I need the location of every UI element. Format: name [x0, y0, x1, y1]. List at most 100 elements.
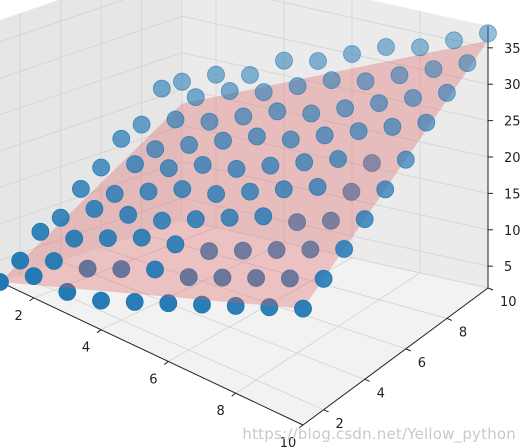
- data-point: [377, 38, 395, 56]
- z-grid-left: [0, 88, 183, 152]
- data-point: [254, 83, 273, 102]
- data-point: [213, 268, 232, 287]
- x-tick-mark: [231, 392, 236, 397]
- data-point: [335, 240, 354, 258]
- fitted-plane: [0, 40, 488, 309]
- z-grid-back: [270, 0, 489, 49]
- data-point: [295, 153, 314, 172]
- y-tick-mark: [364, 378, 370, 382]
- y-grid-floor: [181, 219, 489, 289]
- z-grid-left: [0, 15, 183, 79]
- x-grid-floor: [235, 272, 421, 394]
- data-point: [139, 182, 158, 201]
- data-point: [437, 83, 456, 102]
- x-tick-mark: [164, 361, 169, 365]
- data-point: [267, 241, 286, 259]
- x-axis-line: [0, 281, 304, 426]
- y-tick-label: 6: [418, 356, 426, 371]
- data-point: [294, 299, 312, 318]
- x-tick-label: 6: [149, 372, 157, 387]
- data-point: [220, 82, 239, 100]
- data-point: [207, 65, 225, 84]
- data-point: [342, 182, 361, 201]
- z-grid-left: [0, 125, 183, 188]
- data-point: [227, 159, 246, 178]
- data-point: [424, 60, 443, 78]
- data-point: [376, 180, 395, 199]
- data-point: [261, 156, 280, 175]
- data-point: [390, 66, 409, 85]
- data-point: [274, 180, 293, 199]
- data-point: [45, 252, 63, 270]
- tick-labels: 2 4 6 8 10 2 4 6 8 10 5 10 15 20 25 30 35: [15, 42, 521, 447]
- y-tick-mark: [446, 317, 453, 321]
- data-point: [417, 113, 436, 132]
- data-point: [166, 235, 185, 254]
- data-point: [329, 150, 348, 168]
- data-point: [92, 291, 110, 310]
- data-point: [458, 54, 477, 72]
- data-point: [254, 207, 273, 226]
- y-grid-floor: [60, 260, 365, 380]
- data-point: [370, 94, 388, 112]
- y-tick-label: 8: [459, 325, 467, 340]
- data-point: [356, 72, 375, 91]
- data-point: [281, 130, 300, 149]
- data-point: [315, 126, 334, 145]
- data-point: [132, 228, 151, 247]
- data-point: [362, 154, 381, 172]
- z-tick-label: 20: [504, 151, 521, 166]
- data-point: [322, 71, 341, 89]
- z-grid-back: [181, 88, 489, 158]
- data-point: [336, 99, 355, 118]
- data-point: [314, 269, 333, 288]
- y-tick-label: 2: [336, 417, 344, 432]
- data-point: [31, 222, 50, 241]
- data-point: [51, 208, 70, 227]
- z-tick-label: 35: [504, 42, 521, 57]
- x-tick-label: 4: [82, 341, 90, 356]
- data-point: [247, 127, 266, 146]
- data-point: [11, 251, 30, 270]
- data-point: [301, 240, 320, 259]
- y-tick-mark: [405, 348, 411, 352]
- data-layer: [0, 24, 497, 318]
- data-point: [193, 155, 212, 174]
- data-point: [112, 260, 131, 279]
- y-tick-mark: [323, 409, 329, 413]
- data-point: [159, 159, 178, 178]
- data-point: [126, 155, 144, 174]
- data-point: [99, 229, 117, 248]
- y-tick-label: 4: [377, 386, 385, 401]
- data-point: [288, 213, 307, 232]
- data-point: [275, 51, 293, 70]
- data-point: [309, 52, 327, 70]
- data-point: [78, 259, 97, 278]
- z-tick-label: 15: [504, 187, 521, 202]
- watermark: https://blog.csdn.net/Yellow_python: [242, 425, 516, 443]
- data-point: [112, 129, 131, 148]
- data-point: [132, 115, 151, 134]
- data-point: [0, 273, 9, 291]
- x-tick-mark: [29, 297, 34, 302]
- data-point: [85, 199, 104, 218]
- x-tick-label: 2: [15, 309, 23, 324]
- x-tick-mark: [96, 329, 102, 334]
- x-tick-label: 8: [217, 404, 225, 419]
- data-point: [383, 117, 402, 136]
- data-point: [24, 267, 43, 286]
- x-grid-floor: [100, 242, 285, 331]
- y-tick-mark: [487, 287, 494, 291]
- data-point: [166, 110, 185, 129]
- data-point: [302, 104, 321, 123]
- data-point: [280, 269, 299, 288]
- data-point: [226, 296, 245, 315]
- z-grid-left: [0, 52, 183, 115]
- data-point: [445, 31, 463, 50]
- data-point: [146, 260, 164, 279]
- data-point: [173, 180, 192, 199]
- left-pane: [0, 0, 182, 282]
- data-point: [159, 294, 178, 313]
- data-point: [125, 292, 144, 311]
- data-point: [343, 45, 361, 63]
